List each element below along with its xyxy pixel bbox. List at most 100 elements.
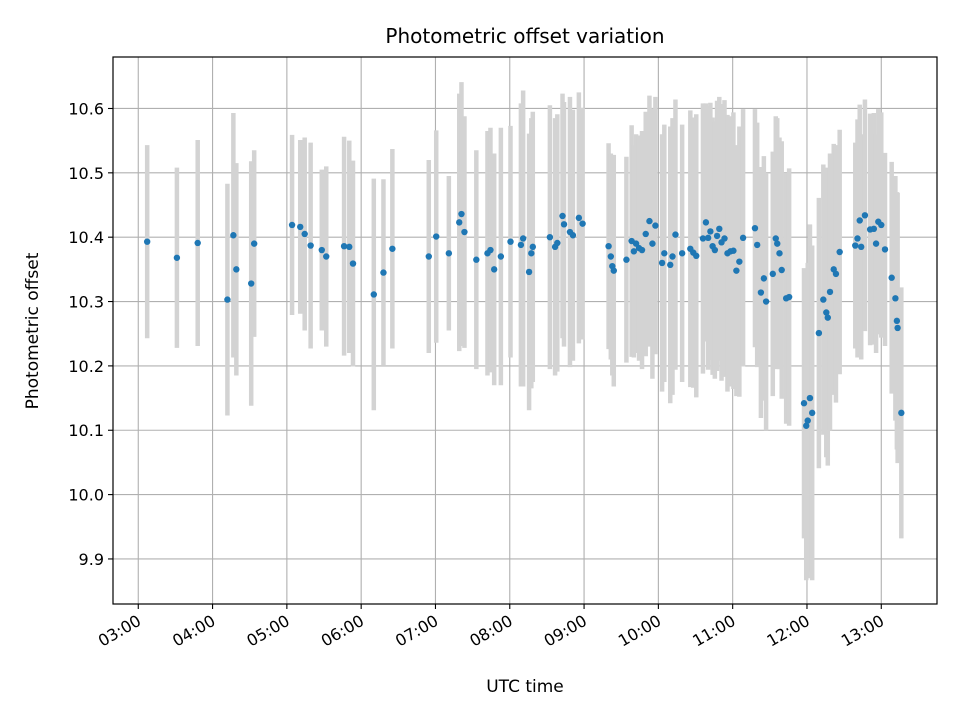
data-point [658, 259, 666, 267]
y-axis-title: Photometric offset [23, 252, 43, 409]
y-tick-label: 10.5 [68, 164, 104, 183]
data-point [630, 248, 638, 255]
data-point [546, 233, 554, 241]
data-point [824, 314, 831, 321]
data-point [753, 241, 761, 249]
x-tick-label: 12:00 [764, 611, 813, 651]
data-point [425, 253, 432, 260]
y-tick-label: 10.3 [68, 293, 104, 312]
x-tick-label: 05:00 [243, 611, 292, 651]
data-point [762, 298, 770, 305]
data-point [519, 235, 527, 242]
data-point [751, 224, 759, 232]
x-tick-label: 04:00 [169, 611, 218, 651]
data-point [806, 394, 814, 402]
x-tick-label: 13:00 [838, 611, 887, 651]
data-point [678, 250, 686, 257]
data-point [346, 243, 353, 251]
data-point [894, 324, 901, 332]
data-point [652, 222, 659, 229]
x-tick-label: 11:00 [689, 611, 738, 651]
data-point [487, 246, 494, 254]
x-tick-label: 08:00 [466, 611, 515, 651]
y-tick-label: 10.1 [68, 421, 104, 440]
data-point [716, 225, 723, 233]
data-point [458, 210, 465, 218]
data-point [632, 240, 640, 247]
data-point [646, 217, 653, 225]
data-point [778, 266, 785, 274]
data-point [892, 295, 899, 302]
data-point [297, 223, 304, 231]
data-point [490, 266, 498, 273]
data-point [529, 243, 537, 251]
data-point [815, 329, 823, 337]
data-point [389, 245, 396, 252]
data-point [194, 239, 201, 247]
data-point [610, 267, 617, 274]
data-point [733, 267, 740, 274]
x-axis-title: UTC time [486, 677, 564, 697]
data-point [669, 253, 676, 260]
data-point [445, 250, 453, 257]
data-point [323, 253, 330, 260]
data-point [143, 238, 151, 245]
data-point [623, 256, 630, 263]
y-tick-label: 10.0 [68, 486, 104, 505]
y-tick-label: 10.6 [68, 99, 104, 118]
data-point [826, 288, 834, 296]
x-tick-label: 07:00 [392, 611, 441, 651]
plot-area-frame [112, 56, 938, 605]
data-point [318, 246, 325, 254]
chart-title: Photometric offset variation [385, 24, 664, 48]
data-point [757, 289, 765, 296]
data-point [575, 214, 583, 222]
data-point [820, 296, 827, 303]
data-points [143, 210, 905, 429]
data-point [672, 231, 679, 238]
data-point [233, 266, 240, 273]
data-point [497, 253, 505, 260]
data-point [288, 221, 296, 229]
data-point [559, 212, 566, 220]
data-point [607, 253, 615, 260]
data-point [893, 317, 901, 325]
x-tick-label: 09:00 [541, 611, 590, 651]
data-point [760, 275, 768, 282]
data-point [579, 220, 586, 227]
data-point [800, 400, 808, 407]
data-point [456, 219, 463, 226]
data-point [711, 246, 719, 254]
data-point [776, 250, 783, 257]
data-point [836, 248, 843, 256]
data-point [852, 242, 859, 249]
error-bars [144, 82, 904, 581]
data-point [525, 268, 533, 276]
data-point [898, 409, 905, 417]
data-point [340, 242, 348, 250]
data-point [888, 274, 895, 281]
data-point [693, 252, 700, 260]
data-point [173, 254, 181, 261]
data-point [699, 235, 707, 242]
data-point [560, 221, 568, 228]
data-point [858, 243, 865, 251]
data-point [803, 422, 810, 429]
data-point [769, 270, 776, 278]
data-point [638, 246, 646, 254]
data-point [854, 235, 861, 242]
data-point [878, 221, 885, 229]
data-point [872, 240, 880, 247]
data-point [473, 256, 480, 263]
data-point [517, 241, 525, 249]
data-point [667, 261, 674, 269]
data-point [808, 409, 816, 417]
data-point [785, 293, 793, 301]
data-point [774, 240, 781, 247]
data-point [713, 232, 721, 240]
data-point [736, 258, 743, 265]
data-point [721, 235, 728, 242]
data-point [224, 296, 231, 303]
x-tick-label: 03:00 [95, 611, 144, 651]
